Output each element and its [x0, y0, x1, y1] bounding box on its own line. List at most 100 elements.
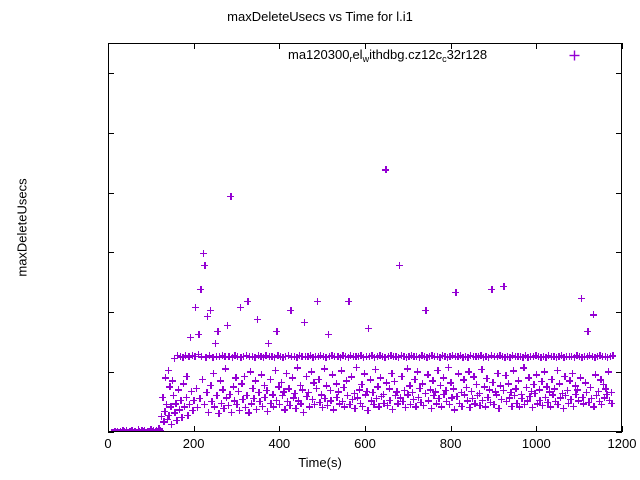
data-point [293, 353, 301, 361]
data-point [163, 416, 171, 424]
data-point [233, 401, 241, 409]
data-point [362, 353, 370, 361]
data-point [393, 388, 401, 396]
data-point [525, 374, 533, 382]
data-point [187, 387, 195, 395]
data-point [545, 388, 553, 396]
data-point [361, 391, 369, 399]
data-point [475, 390, 483, 397]
data-point [317, 352, 325, 360]
y-tick-mark [108, 312, 114, 314]
data-point [122, 428, 129, 431]
data-point [455, 399, 463, 407]
data-point [160, 418, 168, 426]
data-point [347, 373, 355, 381]
data-point [496, 352, 504, 360]
data-point [366, 376, 374, 384]
x-tick-mark [108, 426, 109, 432]
data-point [508, 402, 516, 410]
data-point [359, 402, 367, 410]
data-point [203, 389, 211, 397]
data-point [426, 386, 434, 394]
x-tick-label: 800 [439, 436, 462, 451]
data-point [371, 366, 379, 374]
data-point [512, 385, 520, 393]
data-point [145, 428, 152, 431]
y-tick-mark [108, 132, 114, 134]
data-point [479, 353, 487, 361]
data-point [406, 382, 414, 390]
data-point [500, 282, 508, 290]
data-point [320, 365, 328, 373]
data-point [269, 391, 277, 399]
data-point [338, 398, 346, 406]
data-point [136, 428, 143, 431]
data-point [479, 396, 486, 404]
data-point [589, 311, 597, 319]
data-point [323, 382, 331, 390]
data-point [425, 397, 433, 405]
data-point [469, 352, 477, 360]
data-point [441, 352, 449, 360]
data-point [301, 353, 309, 361]
y-tick-mark [616, 72, 622, 74]
data-point [532, 352, 540, 360]
data-point [225, 352, 233, 360]
data-point [504, 380, 512, 388]
data-point [176, 353, 184, 361]
x-axis-label: Time(s) [298, 455, 342, 470]
data-point [569, 402, 577, 410]
data-point [259, 354, 267, 362]
data-point [201, 261, 209, 269]
data-point [280, 388, 288, 396]
data-point [570, 354, 578, 362]
data-point [416, 384, 424, 392]
data-point [602, 385, 610, 393]
data-point [178, 413, 186, 421]
y-tick-mark [108, 432, 114, 433]
data-point [291, 390, 299, 397]
data-point [199, 249, 207, 257]
data-point [204, 408, 212, 416]
data-point [147, 425, 155, 431]
data-point [246, 368, 254, 376]
data-point [542, 353, 550, 361]
x-tick-label: 200 [182, 436, 205, 451]
data-point [357, 352, 365, 360]
data-point [200, 401, 208, 409]
data-point [540, 368, 548, 376]
y-tick-mark [616, 252, 622, 254]
data-point [577, 294, 585, 302]
data-point [541, 393, 549, 401]
data-point [216, 377, 224, 385]
data-point [514, 352, 522, 360]
data-point [411, 375, 419, 383]
data-point [450, 406, 458, 414]
data-point [299, 408, 307, 416]
data-point [398, 372, 406, 380]
data-point [359, 353, 367, 361]
x-tick-label: 1000 [521, 436, 551, 451]
data-point [548, 375, 556, 383]
data-point [271, 366, 279, 374]
data-point [379, 390, 387, 398]
data-point [562, 392, 570, 400]
data-point [275, 383, 283, 391]
y-tick-mark [616, 132, 622, 134]
data-point [184, 411, 192, 419]
data-point [497, 395, 505, 403]
data-point [527, 387, 535, 395]
data-point [334, 353, 342, 361]
data-point [532, 371, 540, 379]
data-point [442, 387, 450, 394]
data-point [576, 374, 584, 382]
data-point [230, 397, 238, 405]
data-point [508, 352, 516, 360]
data-point [395, 353, 403, 361]
data-point [354, 352, 362, 360]
y-tick-mark [616, 192, 622, 194]
data-point [562, 353, 570, 361]
data-point [244, 297, 252, 305]
data-point [474, 353, 482, 361]
data-point [538, 378, 546, 386]
